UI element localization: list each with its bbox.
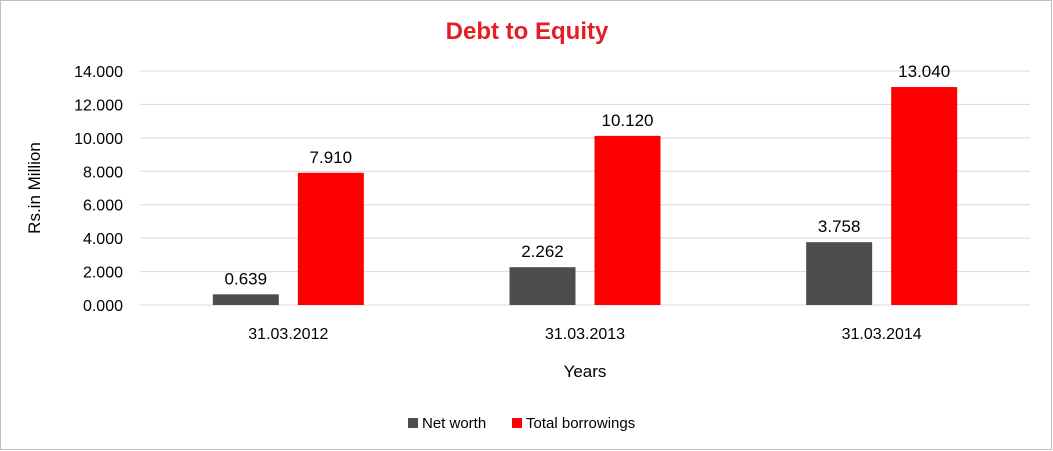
y-tick-label: 4.000: [83, 231, 123, 248]
data-label-net-worth-31-03-2014: 3.758: [818, 217, 861, 236]
bar-total-borrowings-31-03-2012: [297, 172, 364, 305]
data-label-total-borrowings-31-03-2012: 7.910: [310, 148, 353, 167]
y-tick-label: 2.000: [83, 265, 123, 282]
bar-net-worth-31-03-2014: [806, 242, 873, 305]
y-tick-label: 14.000: [74, 64, 123, 81]
y-tick-label: 0.000: [83, 298, 123, 315]
legend-swatch-net-worth: [408, 418, 418, 428]
bar-net-worth-31-03-2013: [509, 267, 576, 305]
y-tick-label: 6.000: [83, 198, 123, 215]
bar-total-borrowings-31-03-2013: [594, 135, 661, 305]
legend-label-net-worth: Net worth: [422, 415, 486, 432]
x-axis-ticks: 31.03.2012 31.03.2013 31.03.2014: [248, 326, 922, 343]
x-tick-label: 31.03.2014: [842, 326, 922, 343]
gridlines: [140, 70, 1030, 306]
y-axis-title: Rs.in Million: [25, 142, 44, 234]
y-tick-label: 10.000: [74, 131, 123, 148]
data-label-total-borrowings-31-03-2013: 10.120: [602, 111, 654, 130]
data-label-total-borrowings-31-03-2014: 13.040: [898, 62, 950, 81]
x-tick-label: 31.03.2012: [248, 326, 328, 343]
y-tick-label: 12.000: [74, 97, 123, 114]
bar-total-borrowings-31-03-2014: [891, 87, 958, 305]
y-axis-ticks: 0.000 2.000 4.000 6.000 8.000 10.000 12.000 14.…: [74, 64, 123, 315]
bars: [212, 87, 958, 305]
legend-swatch-total-borrowings: [512, 418, 522, 428]
legend: Net worth Total borrowings: [408, 415, 635, 432]
bar-net-worth-31-03-2012: [212, 294, 279, 305]
y-tick-label: 8.000: [83, 164, 123, 181]
data-labels: 0.639 7.910 2.262 10.120 3.758 13.040: [225, 62, 951, 288]
chart-title: Debt to Equity: [446, 18, 609, 45]
legend-label-total-borrowings: Total borrowings: [526, 415, 635, 432]
data-label-net-worth-31-03-2012: 0.639: [225, 269, 268, 288]
x-axis-title: Years: [564, 362, 607, 381]
data-label-net-worth-31-03-2013: 2.262: [521, 242, 564, 261]
x-tick-label: 31.03.2013: [545, 326, 625, 343]
